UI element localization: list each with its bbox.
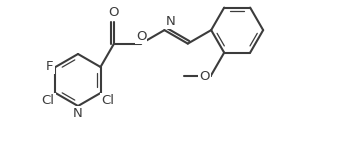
Text: Cl: Cl [41,94,54,107]
Text: N: N [73,107,83,120]
Text: O: O [108,6,118,19]
Text: Cl: Cl [102,94,114,107]
Text: O: O [199,69,210,83]
Text: F: F [46,59,53,73]
Text: O: O [136,30,146,43]
Text: N: N [166,15,175,28]
